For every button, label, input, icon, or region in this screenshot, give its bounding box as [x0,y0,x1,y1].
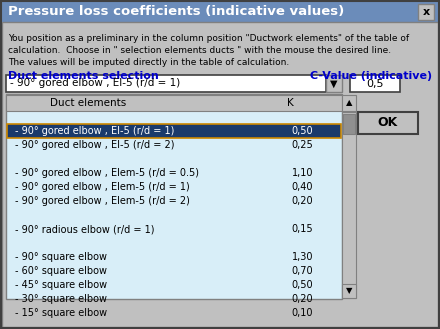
Text: 0,10: 0,10 [291,308,313,318]
Text: - 60° square elbow: - 60° square elbow [15,266,107,276]
Text: x: x [422,7,429,17]
Text: K: K [286,98,293,108]
Text: - 30° square elbow: - 30° square elbow [15,294,107,304]
Bar [6,95,342,111]
Bar [326,75,342,92]
Text: 0,20: 0,20 [291,294,313,304]
Text: 0,5: 0,5 [366,79,384,89]
Text: 0,50: 0,50 [291,126,313,136]
Text: Pressure loss coefficients (indicative values): Pressure loss coefficients (indicative v… [8,5,344,17]
Text: Duct elements selection: Duct elements selection [8,71,159,81]
Bar [0,0,440,22]
Text: - 90° gored elbow , Elem-5 (r/d = 1): - 90° gored elbow , Elem-5 (r/d = 1) [15,182,190,192]
Text: C-Value (indicative): C-Value (indicative) [310,71,432,81]
Text: - 90° gored elbow , Elem-5 (r/d = 0.5): - 90° gored elbow , Elem-5 (r/d = 0.5) [15,168,199,178]
Bar [6,75,326,92]
Text: - 90° radious elbow (r/d = 1): - 90° radious elbow (r/d = 1) [15,224,154,234]
Bar [343,114,355,134]
Text: 0,70: 0,70 [291,266,313,276]
Bar [342,95,356,111]
Text: - 90° gored elbow , EI-5 (r/d = 1): - 90° gored elbow , EI-5 (r/d = 1) [10,79,180,89]
Bar [6,94,342,299]
Text: - 90° square elbow: - 90° square elbow [15,252,107,262]
Text: ▲: ▲ [346,98,352,108]
Text: 0,15: 0,15 [291,224,313,234]
Bar [358,112,418,134]
Text: - 45° square elbow: - 45° square elbow [15,280,107,290]
Text: 1,10: 1,10 [291,168,313,178]
Bar [350,75,400,92]
Text: calculation.  Choose in " selection elements ducts " with the mouse the desired : calculation. Choose in " selection eleme… [8,46,391,55]
Text: Duct elements: Duct elements [50,98,126,108]
Text: 1,30: 1,30 [291,252,313,262]
Text: - 90° gored elbow , EI-5 (r/d = 1): - 90° gored elbow , EI-5 (r/d = 1) [15,126,174,136]
Text: - 90° gored elbow , Elem-5 (r/d = 2): - 90° gored elbow , Elem-5 (r/d = 2) [15,196,190,206]
Bar [342,284,356,298]
Bar [7,124,341,138]
Text: 0,20: 0,20 [291,196,313,206]
Text: You position as a preliminary in the column position "Ductwork elements" of the : You position as a preliminary in the col… [8,34,409,43]
Bar [418,4,434,20]
Text: The values will be imputed directly in the table of calculation.: The values will be imputed directly in t… [8,58,289,67]
Bar [342,112,356,298]
Text: ▼: ▼ [330,79,338,89]
Text: 0,40: 0,40 [291,182,313,192]
Text: OK: OK [378,116,398,130]
Text: 0,50: 0,50 [291,280,313,290]
Text: - 15° square elbow: - 15° square elbow [15,308,107,318]
Text: 0,25: 0,25 [291,140,313,150]
Text: ▼: ▼ [346,287,352,295]
Text: - 90° gored elbow , EI-5 (r/d = 2): - 90° gored elbow , EI-5 (r/d = 2) [15,140,175,150]
